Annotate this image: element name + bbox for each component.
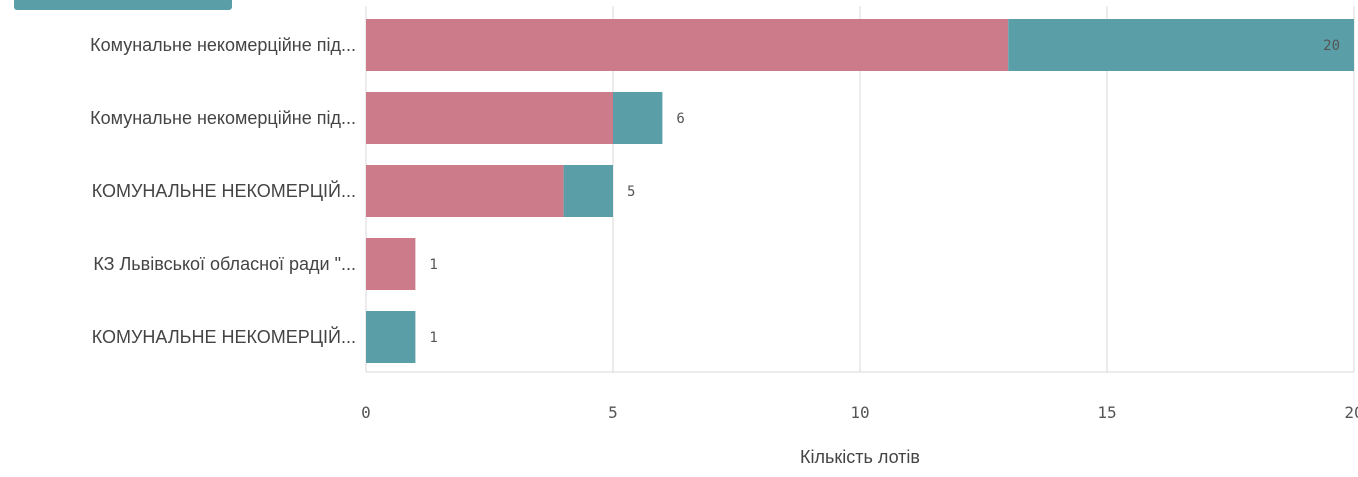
bar-segment-series-2[interactable] (366, 311, 416, 363)
bar-segment-series-1[interactable] (366, 238, 416, 290)
data-label: 1 (429, 257, 437, 273)
bars-layer (366, 19, 1354, 363)
data-label: 1 (429, 330, 437, 346)
data-label: 20 (1323, 38, 1340, 54)
category-label: КОМУНАЛЬНЕ НЕКОМЕРЦІЙ... (92, 180, 356, 201)
bar-segment-series-2[interactable] (613, 92, 663, 144)
x-tick-label: 5 (608, 403, 618, 422)
bar-segment-series-1[interactable] (366, 165, 564, 217)
category-label: Комунальне некомерційне під... (90, 108, 356, 128)
x-axis-title: Кількість лотів (800, 447, 920, 467)
bar-segment-series-1[interactable] (366, 92, 613, 144)
legend-swatch[interactable] (14, 0, 232, 10)
x-tick-label: 20 (1344, 403, 1358, 422)
bar-segment-series-1[interactable] (366, 19, 1009, 71)
x-tick-label: 10 (850, 403, 869, 422)
bar-segment-series-2[interactable] (563, 165, 613, 217)
category-label: КЗ Львівської обласної ради "... (93, 254, 356, 274)
data-label: 6 (676, 111, 684, 127)
x-tick-label: 0 (361, 403, 371, 422)
category-label: КОМУНАЛЬНЕ НЕКОМЕРЦІЙ... (92, 326, 356, 347)
labels-layer: 05101520Комунальне некомерційне під...20… (90, 35, 1358, 422)
bar-segment-series-2[interactable] (1008, 19, 1354, 71)
data-label: 5 (627, 184, 635, 200)
category-label: Комунальне некомерційне під... (90, 35, 356, 55)
x-tick-label: 15 (1097, 403, 1116, 422)
